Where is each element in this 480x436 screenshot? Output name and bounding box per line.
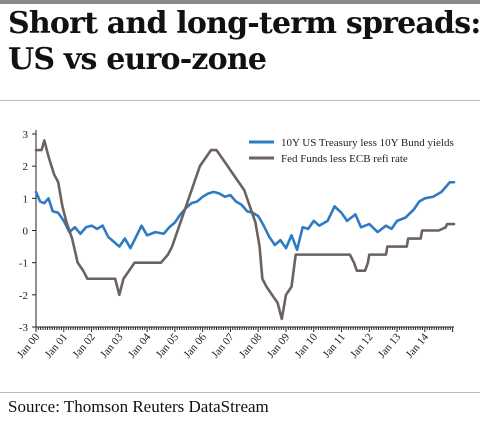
y-axis: 3 2 1 0 -1 -2 -3 (19, 129, 37, 334)
x-tick-label: Jan 12 (348, 331, 375, 360)
x-tick-label: Jan 03 (98, 331, 126, 361)
source-divider (0, 392, 480, 393)
y-tick-label: 2 (23, 161, 29, 173)
y-tick-label: 0 (23, 226, 29, 238)
y-tick-label: 1 (23, 193, 29, 205)
legend-label: Fed Funds less ECB refi rate (281, 153, 408, 165)
x-tick-label: Jan 13 (376, 331, 404, 361)
series-layer (34, 139, 456, 321)
x-tick-label: Jan 09 (265, 331, 293, 361)
legend-label: 10Y US Treasury less 10Y Bund yields (281, 137, 454, 149)
chart-legend: 10Y US Treasury less 10Y Bund yields Fed … (249, 137, 454, 165)
chart-title-line-1: Short and long-term spreads: (8, 6, 480, 41)
chart-title: Short and long-term spreads: US vs euro-… (8, 6, 480, 78)
x-tick-label: Jan 07 (209, 331, 237, 361)
x-axis: Jan 00 Jan 01 Jan 02 Jan 03 Jan 04 Jan 05 Jan … (15, 326, 454, 361)
series-line-fedfunds-vs-ecb (34, 139, 456, 321)
series-line-treasury-vs-bund (34, 180, 456, 252)
source-note: Source: Thomson Reuters DataStream (8, 397, 269, 416)
title-divider (0, 100, 480, 101)
y-tick-label: 3 (23, 129, 29, 141)
y-tick-label: -1 (19, 258, 28, 270)
x-tick-label: Jan 10 (293, 331, 321, 361)
y-tick-label: -3 (19, 322, 29, 334)
x-tick-label: Jan 08 (237, 331, 265, 361)
x-tick-label: Jan 01 (43, 331, 70, 360)
top-rule (0, 0, 480, 4)
x-tick-label: Jan 11 (321, 331, 348, 360)
chart-title-line-2: US vs euro-zone (8, 42, 267, 77)
x-tick-label: Jan 00 (15, 331, 43, 361)
x-tick-label: Jan 14 (404, 331, 432, 361)
y-tick-label: -2 (19, 290, 28, 302)
x-tick-label: Jan 06 (181, 331, 209, 361)
x-tick-label: Jan 04 (126, 331, 154, 361)
x-tick-label: Jan 02 (70, 331, 97, 360)
x-tick-label: Jan 05 (154, 331, 182, 361)
